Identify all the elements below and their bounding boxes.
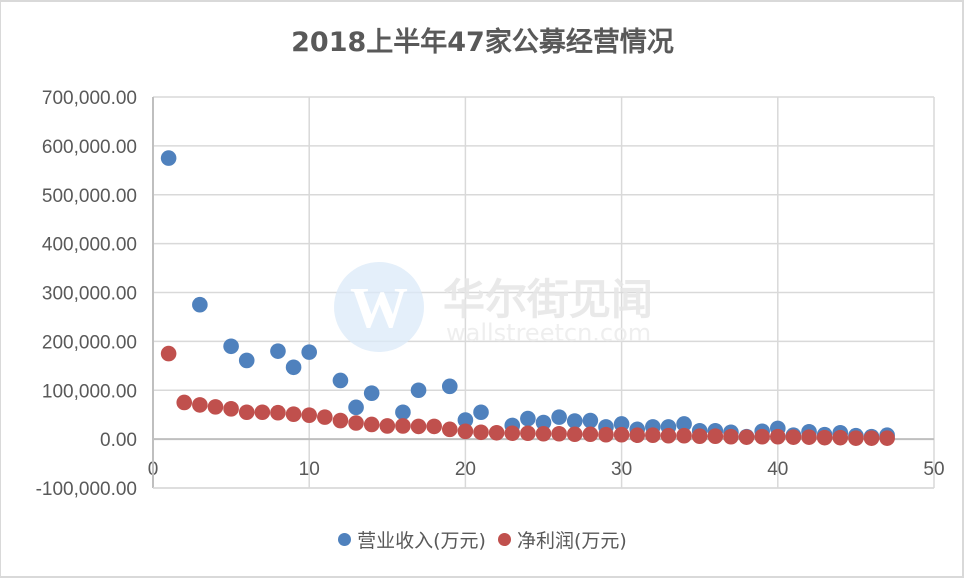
legend: 营业收入(万元) 净利润(万元) (0, 526, 965, 553)
y-tick-label: 700,000.00 (42, 88, 137, 109)
data-point (551, 425, 567, 442)
chart-title: 2018上半年47家公募经营情况 (291, 27, 674, 58)
data-point (566, 426, 583, 443)
data-point (317, 409, 333, 425)
y-tick-label: 0.00 (100, 430, 137, 451)
data-point (332, 412, 349, 429)
data-points (160, 150, 895, 446)
legend-marker-blue-dot-icon (338, 533, 352, 546)
data-point (754, 428, 770, 445)
data-point (473, 424, 489, 441)
data-point (457, 423, 474, 440)
data-point (301, 344, 318, 360)
data-point (160, 150, 177, 166)
data-point (192, 296, 208, 313)
y-tick-label: 100,000.00 (42, 381, 137, 402)
data-point (863, 430, 880, 446)
data-point (598, 426, 614, 443)
y-tick-label: 400,000.00 (42, 235, 137, 256)
y-tick-label: -100,000.00 (36, 479, 137, 500)
data-point (785, 429, 802, 445)
y-tick-label: 200,000.00 (42, 332, 137, 353)
data-point (207, 399, 224, 415)
data-point (270, 343, 286, 359)
data-point (613, 416, 630, 432)
data-point (520, 425, 536, 442)
data-point (270, 404, 286, 421)
legend-label-revenue: 营业收入(万元) (357, 530, 486, 552)
data-point (551, 409, 567, 425)
data-point (629, 427, 646, 444)
watermark-en-text: wallstreetcn.com (446, 319, 651, 347)
y-tick-label: 600,000.00 (42, 137, 137, 158)
x-tick-label: 50 (923, 459, 944, 480)
x-tick-label: 30 (611, 459, 632, 480)
data-point (582, 426, 599, 443)
data-point (566, 413, 583, 429)
data-point (176, 394, 193, 411)
data-point (254, 404, 271, 421)
data-point (410, 418, 427, 435)
watermark-logo-letter: W (350, 275, 408, 340)
y-tick-label: 300,000.00 (42, 284, 137, 305)
data-point (223, 401, 239, 417)
data-point (426, 418, 442, 435)
data-point (535, 414, 552, 431)
data-point (488, 424, 505, 441)
watermark-cn-text: 华尔街见闻 (443, 275, 653, 324)
data-point (348, 415, 364, 431)
data-point (238, 404, 255, 421)
data-point (348, 399, 364, 416)
data-point (192, 397, 208, 413)
data-point (832, 429, 849, 446)
data-point (379, 418, 396, 434)
data-point (535, 425, 552, 442)
legend-label-net-profit: 净利润(万元) (517, 530, 627, 552)
data-point (504, 425, 521, 442)
x-tick-label: 40 (767, 459, 788, 480)
legend-marker-red-dot-icon (498, 533, 512, 546)
data-point (645, 427, 661, 444)
data-point (332, 372, 349, 389)
data-point (223, 338, 239, 355)
data-point (707, 428, 724, 444)
data-point (676, 427, 692, 444)
data-point (441, 421, 458, 438)
data-point (160, 345, 177, 362)
data-point (301, 407, 318, 423)
x-tick-label: 10 (299, 459, 320, 480)
watermark: W 华尔街见闻 wallstreetcn.com (334, 262, 653, 352)
watermark-logo-icon (334, 262, 424, 352)
data-point (363, 416, 380, 433)
data-point (238, 352, 255, 369)
data-point (879, 430, 895, 446)
data-point (395, 404, 411, 421)
data-point (613, 426, 630, 443)
data-point (691, 428, 708, 444)
data-point (285, 359, 302, 376)
data-point (660, 427, 677, 444)
data-point (723, 428, 739, 445)
legend-item-revenue[interactable]: 营业收入(万元) (338, 526, 486, 553)
data-point (801, 429, 817, 445)
legend-item-net-profit[interactable]: 净利润(万元) (498, 526, 627, 553)
data-point (473, 404, 489, 421)
y-tick-label: 500,000.00 (42, 186, 137, 207)
data-point (410, 382, 427, 399)
data-point (770, 428, 786, 445)
data-point (520, 410, 536, 427)
data-point (582, 412, 599, 429)
data-point (441, 378, 458, 395)
data-point (395, 418, 411, 434)
data-point (285, 406, 302, 422)
data-point (848, 430, 864, 446)
data-point (816, 429, 833, 446)
data-point (363, 385, 380, 401)
x-tick-label: 20 (455, 459, 476, 480)
data-point (457, 412, 474, 428)
data-point (738, 429, 755, 445)
data-point (676, 416, 692, 432)
